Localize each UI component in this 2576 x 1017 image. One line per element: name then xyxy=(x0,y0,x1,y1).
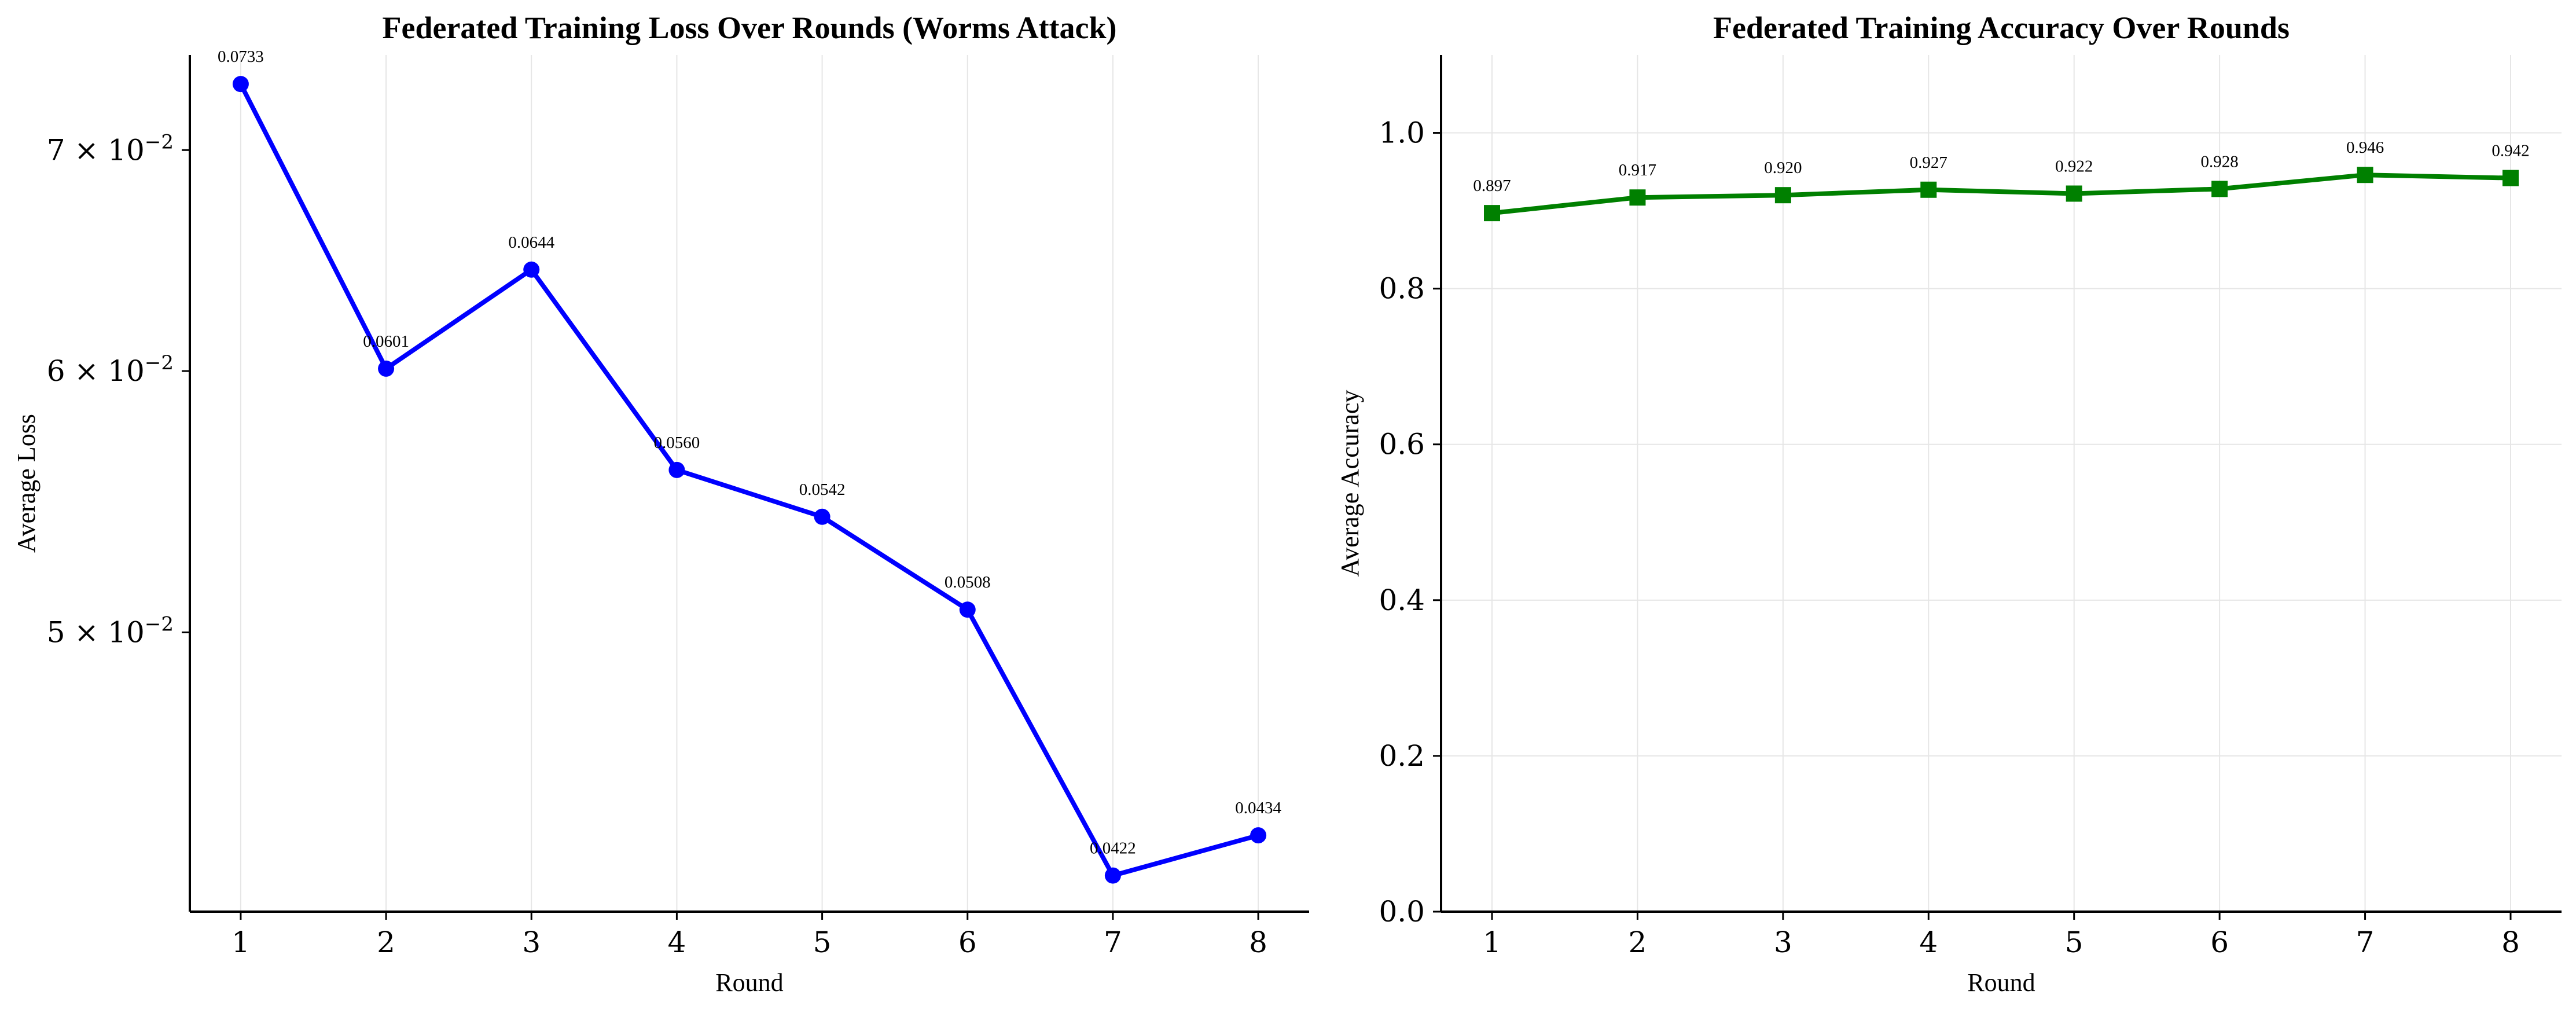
x-tick-label: 6 xyxy=(2210,926,2229,959)
series-line xyxy=(1491,172,2511,216)
x-tick-label: 1 xyxy=(1483,926,1501,959)
series-line xyxy=(238,83,1259,878)
x-tick-label: 8 xyxy=(2501,926,2520,959)
data-label: 0.0434 xyxy=(1235,799,1281,817)
data-point xyxy=(232,76,249,93)
x-tick-label: 8 xyxy=(1249,926,1267,959)
x-axis-label: Round xyxy=(1967,968,2035,997)
y-tick-label: 0.8 xyxy=(1379,272,1425,306)
y-tick-label: 1.0 xyxy=(1379,116,1425,150)
y-axis-label: Average Loss xyxy=(12,414,41,553)
x-tick-label: 7 xyxy=(2356,926,2375,959)
data-label: 0.0733 xyxy=(218,47,264,66)
data-point xyxy=(378,360,395,377)
data-point xyxy=(1250,827,1267,844)
data-point xyxy=(1629,189,1646,206)
x-tick-label: 2 xyxy=(377,926,395,959)
data-point xyxy=(2357,167,2373,183)
data-label: 0.0601 xyxy=(363,332,409,351)
chart-title: Federated Training Loss Over Rounds (Wor… xyxy=(382,10,1116,45)
data-label: 0.897 xyxy=(1473,177,1511,195)
x-tick-label: 3 xyxy=(1774,926,1792,959)
accuracy-chart-panel: 1 2 3 4 5 6 7 8 0.0 0.2 0.4 0.6 0.8 1.0 Federated Trai… xyxy=(1336,10,2562,997)
data-point xyxy=(2211,181,2228,197)
data-label: 0.942 xyxy=(2492,142,2529,160)
data-label: 0.0508 xyxy=(945,573,991,592)
y-axis-label: Average Accuracy xyxy=(1336,390,1364,577)
x-axis-label: Round xyxy=(715,968,783,997)
data-label: 0.928 xyxy=(2201,152,2239,171)
loss-chart-panel: 1 2 3 4 5 6 7 8 7 × 10−2 6 × 10−2 5 × 10−2 Federate… xyxy=(12,10,1309,997)
data-point xyxy=(1774,187,1791,204)
y-tick-label: 0.6 xyxy=(1379,428,1425,461)
data-label: 0.946 xyxy=(2346,138,2384,157)
data-point xyxy=(814,508,831,525)
x-tick-label: 3 xyxy=(522,926,541,959)
x-tick-label: 4 xyxy=(1919,926,1938,959)
data-label: 0.922 xyxy=(2055,157,2093,175)
data-label: 0.0422 xyxy=(1090,839,1136,858)
data-label: 0.0560 xyxy=(654,434,700,452)
x-tick-label: 7 xyxy=(1104,926,1122,959)
x-tick-label: 1 xyxy=(231,926,250,959)
x-tick-label: 4 xyxy=(668,926,686,959)
x-tick-label: 6 xyxy=(958,926,977,959)
data-point xyxy=(2502,170,2519,186)
y-tick-label: 0.4 xyxy=(1379,583,1425,617)
data-label: 0.920 xyxy=(1764,159,1802,177)
data-point xyxy=(1484,205,1500,222)
y-tick-label: 0.0 xyxy=(1379,895,1425,928)
x-tick-label: 2 xyxy=(1629,926,1647,959)
y-tick-label: 7 × 10−2 xyxy=(47,130,174,167)
data-label: 0.917 xyxy=(1619,161,1656,179)
data-point xyxy=(1920,181,1937,198)
data-point xyxy=(959,601,976,618)
y-tick-label: 0.2 xyxy=(1379,739,1425,773)
x-tick-label: 5 xyxy=(813,926,832,959)
y-tick-label: 6 × 10−2 xyxy=(47,351,174,388)
data-label: 0.927 xyxy=(1910,153,1947,172)
data-point xyxy=(1104,867,1121,884)
chart-title: Federated Training Accuracy Over Rounds xyxy=(1713,10,2290,45)
data-point xyxy=(668,461,685,478)
data-label: 0.0644 xyxy=(508,233,554,252)
data-point xyxy=(523,261,540,278)
data-point xyxy=(2066,185,2082,202)
y-tick-label: 5 × 10−2 xyxy=(47,613,174,649)
x-tick-label: 5 xyxy=(2065,926,2083,959)
data-label: 0.0542 xyxy=(799,480,846,499)
